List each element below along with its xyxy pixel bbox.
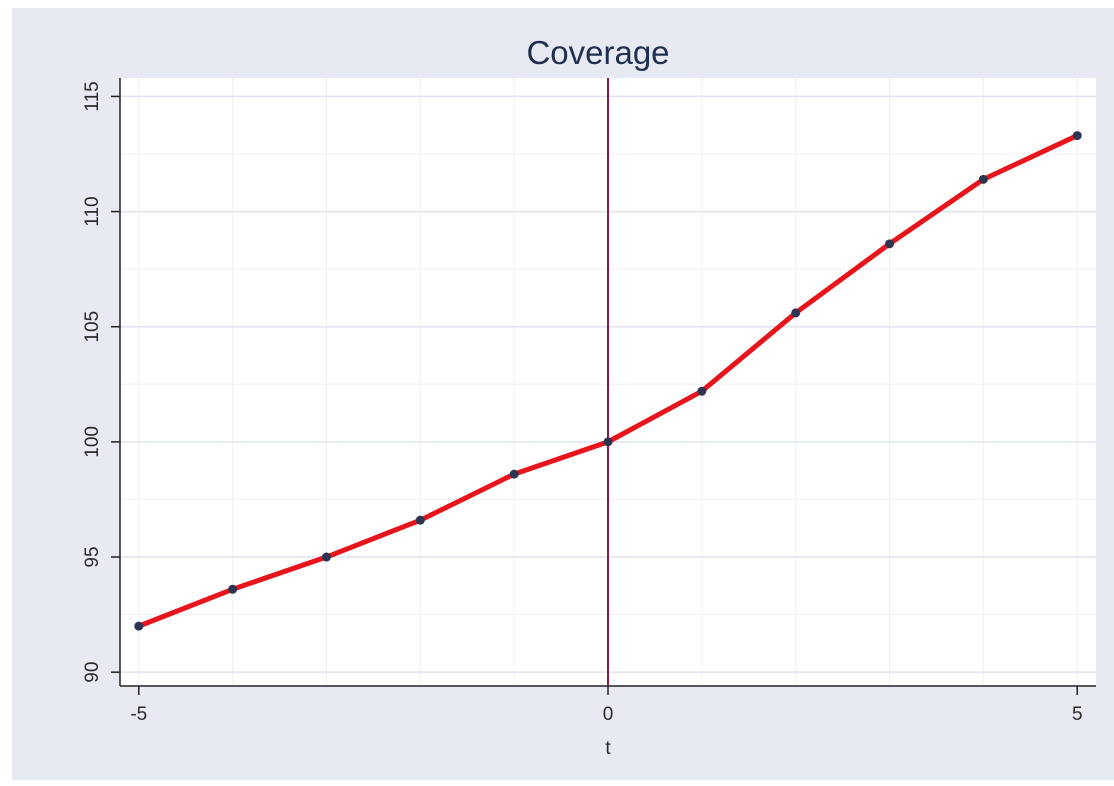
data-point bbox=[228, 584, 238, 594]
data-point bbox=[697, 386, 707, 396]
y-tick-label: 110 bbox=[82, 196, 103, 226]
data-point bbox=[1072, 131, 1082, 141]
y-axis: 90 95 100 105 110 115 bbox=[82, 81, 120, 683]
y-tick-label: 100 bbox=[82, 426, 103, 458]
x-tick-label: 0 bbox=[603, 704, 614, 725]
data-point bbox=[603, 437, 613, 447]
x-axis-label: t bbox=[605, 738, 611, 759]
x-tick-label: -5 bbox=[130, 704, 147, 725]
data-point bbox=[978, 174, 988, 184]
data-point bbox=[321, 552, 331, 562]
chart-title: Coverage bbox=[526, 34, 669, 71]
data-point bbox=[134, 621, 144, 631]
x-tick-label: 5 bbox=[1072, 704, 1083, 725]
x-axis: -5 0 5 bbox=[130, 686, 1083, 725]
chart-frame: 90 95 100 105 110 115 -5 0 5 Coverage t bbox=[12, 8, 1114, 780]
data-point bbox=[791, 308, 801, 318]
y-tick-label: 95 bbox=[82, 546, 103, 567]
line-chart: 90 95 100 105 110 115 -5 0 5 Coverage t bbox=[82, 34, 1096, 759]
data-point bbox=[415, 515, 425, 525]
y-tick-label: 90 bbox=[82, 662, 103, 683]
data-point bbox=[509, 469, 519, 479]
y-tick-label: 105 bbox=[82, 311, 103, 343]
data-point bbox=[885, 239, 895, 249]
data-markers bbox=[134, 131, 1082, 631]
y-tick-label: 115 bbox=[82, 81, 103, 111]
